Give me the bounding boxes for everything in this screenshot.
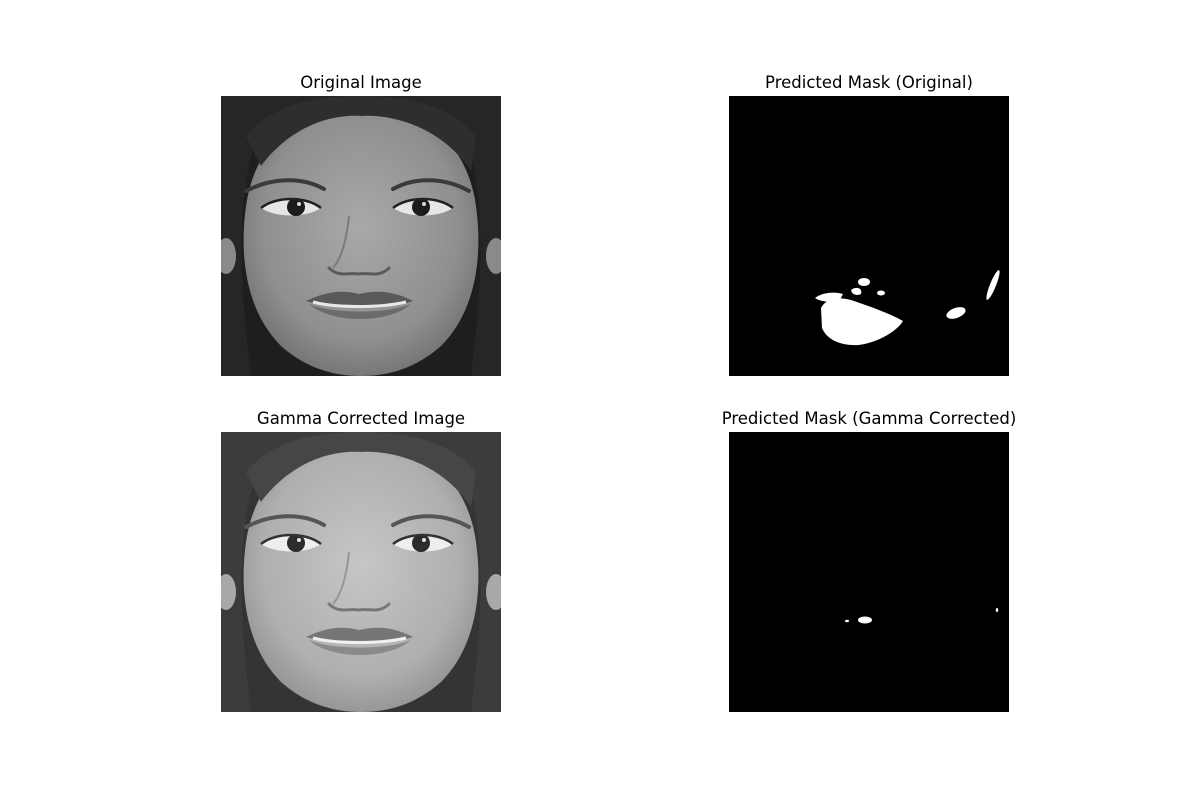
panel-predicted-mask-gamma-corrected: Predicted Mask (Gamma Corrected)	[722, 408, 1016, 728]
panel-title: Predicted Mask (Gamma Corrected)	[721, 409, 1017, 428]
face-photo-original	[221, 96, 501, 376]
panel-original-image: Original Image	[221, 72, 501, 392]
panel-title: Gamma Corrected Image	[256, 409, 466, 428]
panel-gamma-corrected-image: Gamma Corrected Image	[221, 408, 501, 728]
face-photo-gamma-corrected	[221, 432, 501, 712]
panel-title: Original Image	[300, 73, 422, 92]
mask-image-original	[729, 96, 1009, 376]
panel-title: Predicted Mask (Original)	[765, 73, 973, 92]
panel-predicted-mask-original: Predicted Mask (Original)	[729, 72, 1009, 392]
mask-image-gamma-corrected	[729, 432, 1009, 712]
